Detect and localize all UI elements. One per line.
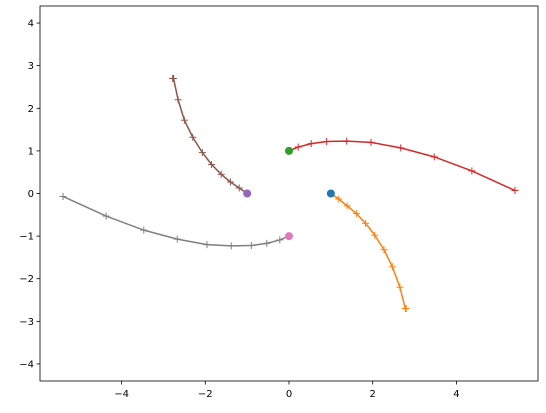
plus-marker bbox=[371, 231, 379, 239]
plus-marker bbox=[140, 226, 148, 234]
series-line bbox=[288, 140, 516, 192]
start-point bbox=[285, 146, 293, 155]
y-tick-label: −4 bbox=[19, 359, 34, 370]
plus-marker bbox=[247, 241, 255, 249]
start-point bbox=[285, 232, 293, 241]
plus-marker bbox=[468, 167, 476, 175]
start-point bbox=[326, 189, 335, 198]
plus-marker bbox=[208, 161, 216, 169]
plus-marker bbox=[352, 210, 360, 218]
plus-marker bbox=[294, 143, 302, 151]
plus-marker bbox=[388, 263, 396, 271]
y-tick-label: −3 bbox=[19, 317, 34, 328]
plus-marker bbox=[226, 178, 234, 186]
y-tick-label: 0 bbox=[28, 189, 34, 200]
trajectory-series bbox=[327, 190, 410, 313]
series-layer bbox=[59, 74, 519, 313]
y-tick-label: 3 bbox=[28, 61, 34, 72]
plus-marker bbox=[169, 74, 177, 82]
start-points-layer bbox=[243, 146, 335, 241]
y-tick-label: −1 bbox=[19, 232, 34, 243]
y-tick-label: 4 bbox=[28, 19, 34, 30]
series-line bbox=[62, 195, 290, 247]
plus-marker bbox=[198, 149, 206, 157]
y-tick-label: 1 bbox=[28, 146, 34, 157]
x-tick-label: 2 bbox=[370, 389, 376, 400]
plus-marker bbox=[263, 239, 271, 247]
plus-marker bbox=[235, 184, 243, 192]
x-tick-label: 0 bbox=[286, 389, 292, 400]
plus-marker bbox=[203, 241, 211, 249]
plus-marker bbox=[335, 195, 343, 203]
plus-marker bbox=[397, 144, 405, 152]
x-tick-label: −2 bbox=[198, 389, 213, 400]
plus-marker bbox=[217, 170, 225, 178]
plus-marker bbox=[323, 138, 331, 146]
plus-marker bbox=[59, 192, 67, 200]
plus-marker bbox=[227, 242, 235, 250]
plus-marker bbox=[180, 116, 188, 124]
plus-marker bbox=[402, 305, 410, 313]
plus-marker bbox=[343, 202, 351, 210]
plus-marker bbox=[189, 133, 197, 141]
plus-marker bbox=[343, 137, 351, 145]
plus-marker bbox=[362, 219, 370, 227]
plus-marker bbox=[396, 283, 404, 291]
y-tick-label: −2 bbox=[19, 274, 34, 285]
plus-marker bbox=[174, 96, 182, 104]
plus-marker bbox=[511, 187, 519, 195]
plus-marker bbox=[367, 138, 375, 146]
plus-marker bbox=[430, 153, 438, 161]
x-tick-label: 4 bbox=[453, 389, 459, 400]
start-point bbox=[243, 189, 252, 198]
y-axis: −4 −3 −2 −1 0 1 2 3 4 bbox=[19, 19, 40, 370]
plus-marker bbox=[307, 140, 315, 148]
y-tick-label: 2 bbox=[28, 104, 34, 115]
plus-marker bbox=[102, 212, 110, 220]
x-tick-label: −4 bbox=[114, 389, 129, 400]
x-axis: −4 −2 0 2 4 bbox=[114, 381, 460, 400]
plus-marker bbox=[380, 246, 388, 254]
plus-marker bbox=[276, 236, 284, 244]
plus-marker bbox=[173, 235, 181, 243]
